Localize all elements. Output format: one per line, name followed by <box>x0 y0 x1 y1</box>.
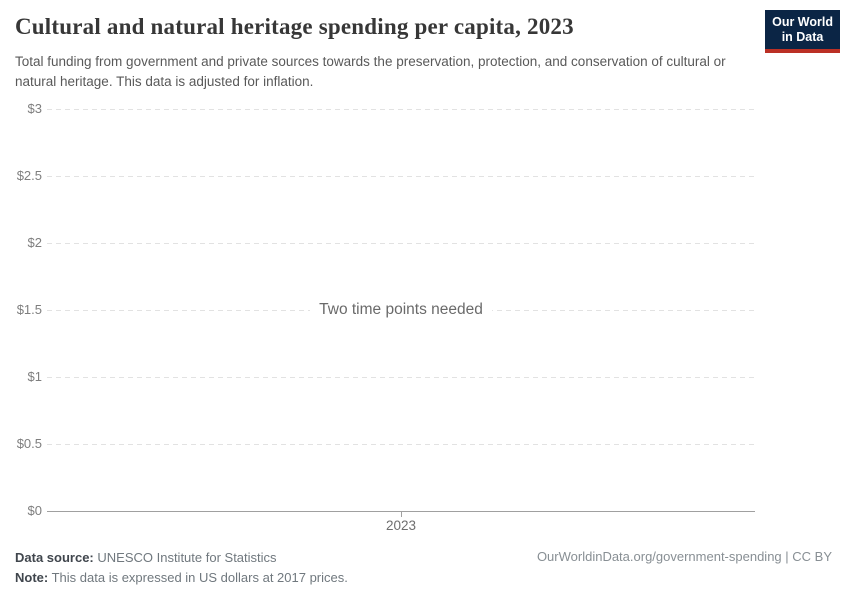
y-axis-label: $1.5 <box>16 302 42 317</box>
owid-logo-line2: in Data <box>781 30 824 44</box>
footer-notes: Data source: UNESCO Institute for Statis… <box>15 548 348 588</box>
no-data-message-text: Two time points needed <box>310 301 492 319</box>
y-axis-label: $0.5 <box>16 436 42 451</box>
y-gridline <box>47 109 755 110</box>
note-value: This data is expressed in US dollars at … <box>51 570 348 585</box>
owid-logo[interactable]: Our World in Data <box>765 10 840 53</box>
data-source-label: Data source: <box>15 550 94 565</box>
page-title: Cultural and natural heritage spending p… <box>15 14 574 39</box>
data-source-value: UNESCO Institute for Statistics <box>97 550 277 565</box>
x-axis-label: 2023 <box>385 518 417 533</box>
y-gridline <box>47 176 755 177</box>
chart-subtitle: Total funding from government and privat… <box>15 54 726 89</box>
y-axis-label: $1 <box>27 369 42 384</box>
y-axis-label: $0 <box>27 503 42 518</box>
data-source-line: Data source: UNESCO Institute for Statis… <box>15 548 348 568</box>
y-gridline <box>47 243 755 244</box>
y-axis-label: $3 <box>27 101 42 116</box>
y-gridline <box>47 444 755 445</box>
y-axis-label: $2 <box>27 235 42 250</box>
note-line: Note: This data is expressed in US dolla… <box>15 568 348 588</box>
x-axis-tick <box>401 511 402 517</box>
source-link[interactable]: OurWorldinData.org/government-spending |… <box>536 549 832 564</box>
note-label: Note: <box>15 570 49 585</box>
owid-logo-line1: Our World <box>772 15 833 29</box>
y-axis-label: $2.5 <box>16 168 42 183</box>
no-data-message: Two time points needed <box>47 301 755 319</box>
y-gridline <box>47 377 755 378</box>
